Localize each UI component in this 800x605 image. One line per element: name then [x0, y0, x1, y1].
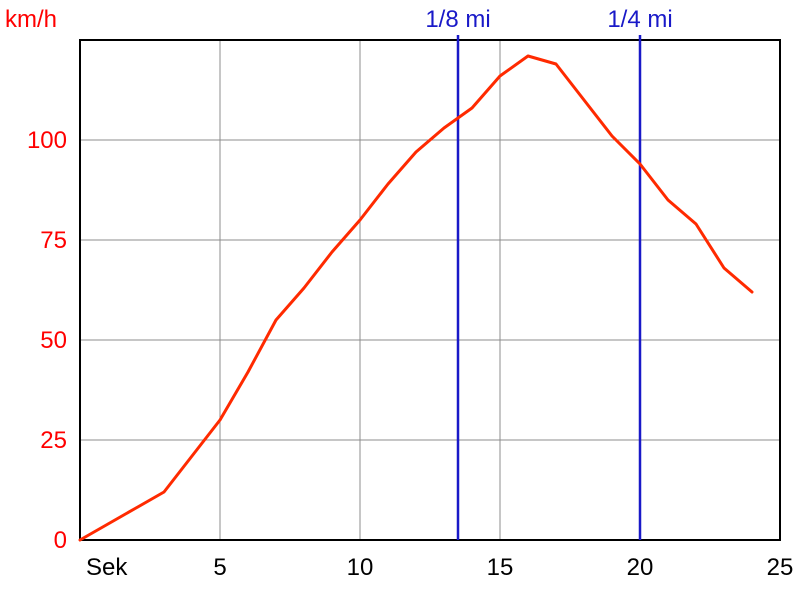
speed-data-point — [470, 106, 474, 110]
speed-data-point — [750, 290, 754, 294]
x-tick-label: 5 — [213, 554, 226, 581]
y-tick-label: 25 — [40, 427, 67, 454]
speed-data-point — [190, 454, 194, 458]
speed-data-point — [498, 74, 502, 78]
y-axis-label: km/h — [5, 6, 57, 33]
speed-data-point — [218, 418, 222, 422]
x-tick-label: 20 — [627, 554, 654, 581]
plot-frame — [79, 39, 781, 541]
marker-layer: 1/8 mi 1/4 mi — [425, 6, 673, 540]
speed-data-point — [442, 126, 446, 130]
speed-data-point — [162, 490, 166, 494]
speed-data-point — [554, 62, 558, 66]
speed-data-point — [610, 134, 614, 138]
point-layer — [78, 54, 754, 542]
x-tick-label: 10 — [347, 554, 374, 581]
speed-data-point — [134, 506, 138, 510]
speed-data-point — [106, 522, 110, 526]
speed-data-point — [694, 222, 698, 226]
distance-marker-label: 1/8 mi — [425, 6, 490, 33]
speed-series-line — [78, 54, 754, 542]
speed-data-point — [274, 318, 278, 322]
x-tick-label: 15 — [487, 554, 514, 581]
speed-data-point — [582, 98, 586, 102]
speed-data-point — [386, 182, 390, 186]
speed-data-point — [358, 218, 362, 222]
speed-data-point — [526, 54, 530, 58]
series-layer — [78, 54, 754, 542]
speed-data-point — [78, 538, 82, 542]
speed-data-point — [330, 250, 334, 254]
speed-data-point — [246, 370, 250, 374]
speed-data-point — [414, 150, 418, 154]
y-tick-label: 100 — [27, 127, 67, 154]
y-tick-label: 0 — [54, 527, 67, 554]
speed-data-point — [302, 286, 306, 290]
speed-data-point — [722, 266, 726, 270]
y-tick-label: 75 — [40, 227, 67, 254]
speed-data-point — [638, 162, 642, 166]
x-tick-label: 25 — [767, 554, 794, 581]
x-axis-label: Sek — [86, 554, 128, 581]
y-tick-label: 50 — [40, 327, 67, 354]
speed-data-point — [666, 198, 670, 202]
axis-layer: 5 10 15 20 25 0 25 50 75 100 — [27, 39, 794, 581]
distance-marker-label: 1/4 mi — [607, 6, 672, 33]
